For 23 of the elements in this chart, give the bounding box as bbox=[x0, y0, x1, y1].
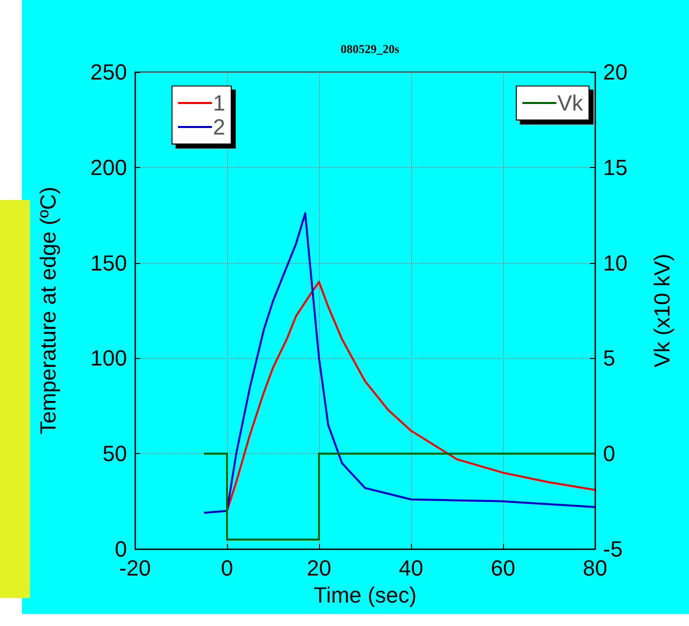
y-tick-label: 250 bbox=[90, 60, 127, 84]
legend-label: 2 bbox=[213, 114, 226, 140]
x-axis-title: Time (sec) bbox=[313, 582, 417, 608]
y2-tick-label: 20 bbox=[603, 60, 628, 84]
y-tick-label: 100 bbox=[90, 346, 127, 371]
x-tick-label: 20 bbox=[306, 556, 332, 580]
y-tick-label: 200 bbox=[90, 154, 127, 180]
line-series bbox=[203, 212, 596, 514]
y2-axis-title: Vk (x10 kV) bbox=[650, 254, 674, 368]
x-tick-label: 0 bbox=[220, 556, 234, 580]
line-series bbox=[226, 280, 596, 512]
y2-tick-label: 10 bbox=[603, 250, 628, 276]
y2-tick-label: 0 bbox=[603, 441, 616, 466]
y2-tick-label: 5 bbox=[603, 346, 616, 371]
chart-title: 080529_20s bbox=[340, 42, 400, 56]
y-tick-label: 50 bbox=[102, 441, 127, 466]
y2-tick-label: 15 bbox=[603, 154, 628, 180]
y-tick-label: 150 bbox=[90, 250, 127, 276]
x-tick-label: 60 bbox=[490, 556, 516, 580]
y-axis-title: Temperature at edge (ºC) bbox=[36, 186, 60, 434]
legend-label: Vk bbox=[557, 90, 584, 116]
x-tick-label: 40 bbox=[398, 556, 424, 580]
legend-label: 1 bbox=[213, 90, 226, 116]
